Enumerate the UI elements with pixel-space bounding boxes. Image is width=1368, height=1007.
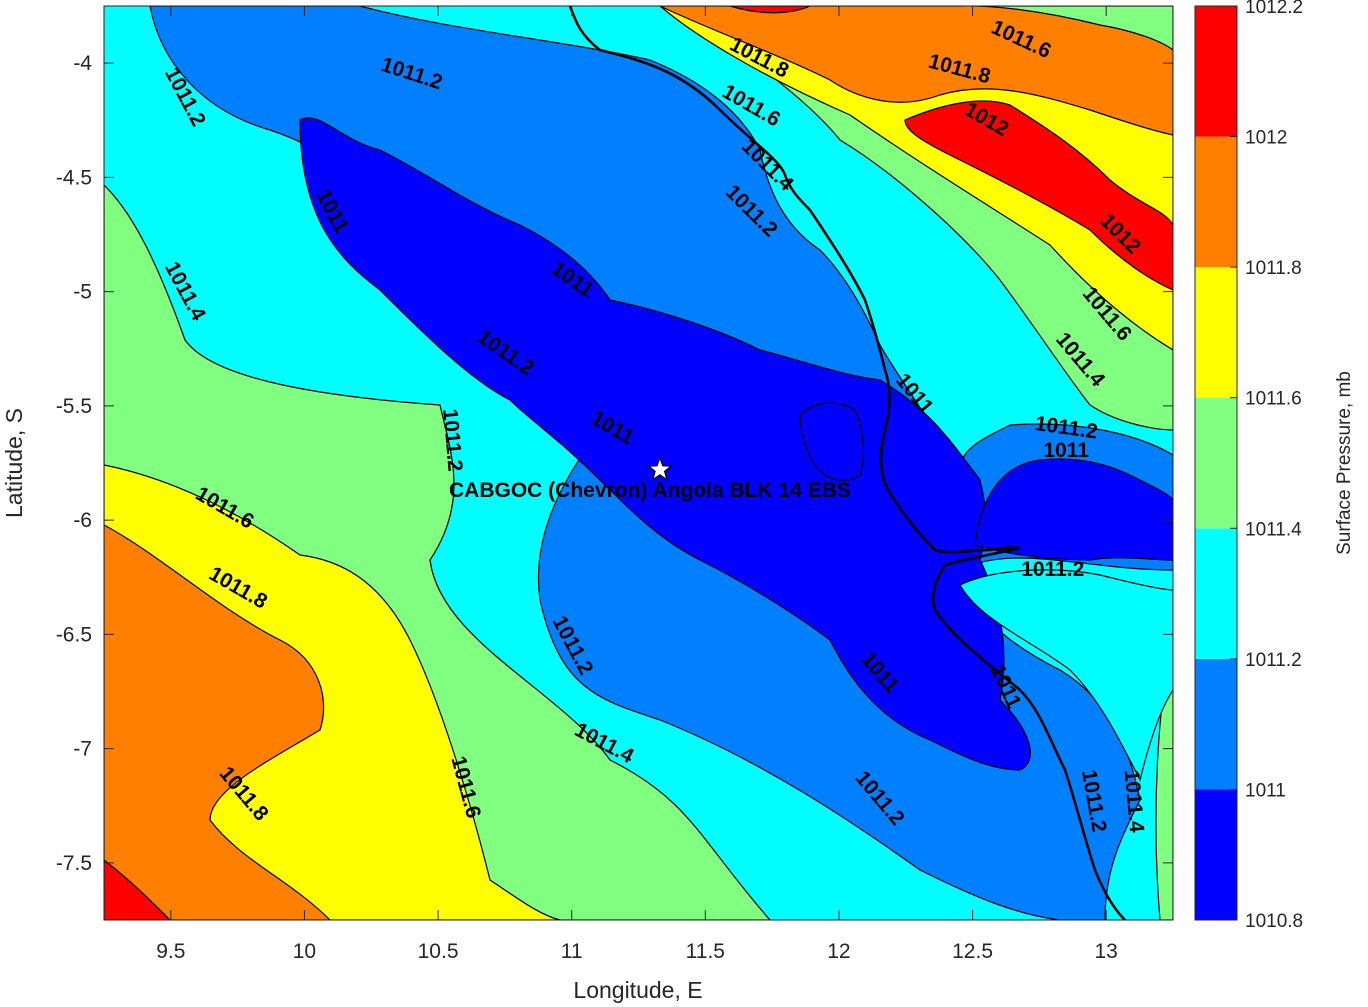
colorbar-tick-label: 1010.8 (1245, 911, 1303, 932)
y-tick-label: -5.5 (56, 395, 92, 418)
x-axis-ticks: 9.5 10 10.5 11 11.5 12 12.5 13 (156, 6, 1118, 963)
colorbar-band (1195, 6, 1237, 137)
y-tick-label: -4 (73, 52, 92, 75)
station-marker-group: CABGOC (Chevron) Angola BLK 14 EBS (449, 456, 851, 502)
colorbar: 1010.8 1011 1011.2 1011.4 1011.6 1011.8 1012 10… (1194, 0, 1303, 932)
band-1010-8-trough (299, 117, 1031, 771)
y-tick-label: -4.5 (56, 166, 92, 189)
colorbar-band (1195, 789, 1237, 920)
x-tick-label: 11 (561, 940, 583, 963)
colorbar-tick-label: 1012.2 (1245, 0, 1303, 18)
band-1011-8-northeast (659, 6, 1173, 136)
axes-frame (103, 5, 1174, 921)
y-tick-label: -7.5 (56, 852, 92, 875)
colorbar-band (1195, 397, 1237, 529)
x-tick-label: 12 (827, 940, 850, 963)
y-tick-label: -5 (73, 281, 92, 304)
x-tick-label: 13 (1095, 940, 1118, 963)
small-closed-contour (799, 402, 864, 481)
x-tick-label: 9.5 (156, 940, 185, 963)
x-tick-label: 10.5 (418, 940, 459, 963)
station-star-icon (646, 456, 673, 482)
colorbar-tick-label: 1011.4 (1245, 519, 1302, 540)
band-1011-6-southwest (104, 464, 561, 920)
y-tick-label: -6.5 (56, 623, 92, 646)
colorbar-band (1195, 528, 1237, 659)
x-tick-label: 12.5 (952, 940, 993, 963)
x-axis-title: Longitude, E (573, 977, 702, 1003)
band-1011-8-southwest (104, 524, 331, 920)
colorbar-band (1195, 658, 1237, 790)
y-axis-ticks: -4 -4.5 -5 -5.5 -6 -6.5 -7 -7.5 (56, 52, 1173, 875)
colorbar-tick-label: 1011.8 (1245, 258, 1302, 279)
y-tick-label: -7 (73, 738, 92, 761)
x-tick-label: 10 (293, 940, 316, 963)
colorbar-tick-label: 1011 (1245, 780, 1286, 801)
colorbar-tick-label: 1011.6 (1245, 389, 1302, 410)
colorbar-band (1195, 136, 1237, 268)
contour-label: 1011.2 (1021, 558, 1084, 581)
y-tick-label: -6 (73, 509, 92, 532)
coastline (568, 6, 1126, 920)
colorbar-frame (1194, 5, 1238, 921)
contour-label: 1011.4 (1120, 769, 1148, 834)
band-1011-2-east-inlet (959, 569, 1173, 782)
x-tick-label: 11.5 (686, 940, 725, 963)
station-label: CABGOC (Chevron) Angola BLK 14 EBS (449, 479, 851, 502)
contour-label: 1011.2 (438, 408, 466, 473)
plot-area (104, 6, 1173, 920)
contour-label: 1011 (1043, 439, 1089, 462)
band-1012-northeast (904, 100, 1173, 291)
colorbar-title: Surface Pressure, mb (1334, 371, 1355, 555)
colorbar-tick-label: 1012 (1245, 128, 1287, 149)
colorbar-tick-label: 1011.2 (1245, 650, 1302, 671)
y-axis-title: Latitude, S (1, 408, 27, 518)
band-1010-8-east-lobe (974, 458, 1173, 561)
colorbar-band (1195, 267, 1237, 398)
